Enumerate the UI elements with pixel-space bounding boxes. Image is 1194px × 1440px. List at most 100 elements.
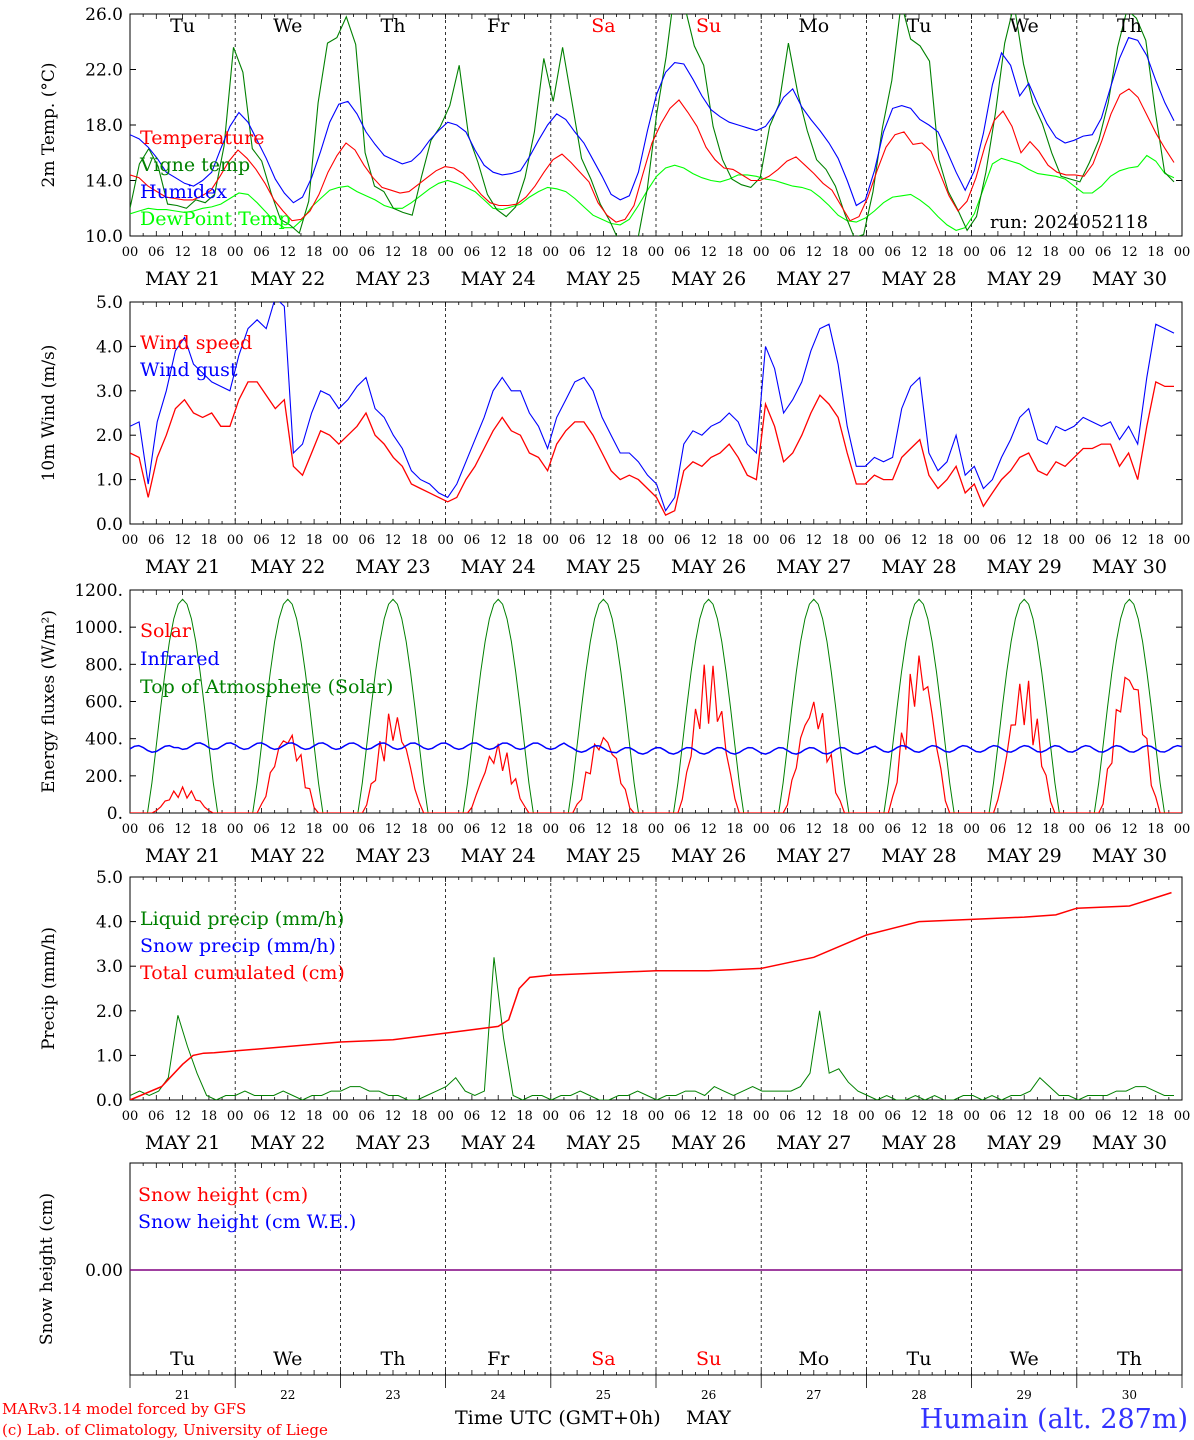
hour-tick-label: 00 bbox=[1174, 1109, 1191, 1124]
date-label: MAY 25 bbox=[566, 845, 641, 867]
hour-tick-label: 12 bbox=[1016, 822, 1033, 837]
series-liquid-precip-mm-h- bbox=[130, 957, 1174, 1100]
hour-tick-label: 06 bbox=[884, 533, 901, 548]
hour-tick-label: 00 bbox=[437, 822, 454, 837]
hour-tick-label: 18 bbox=[621, 822, 638, 837]
y-tick-label: 200. bbox=[85, 767, 123, 787]
date-label: MAY 22 bbox=[250, 268, 325, 290]
y-axis-label: 10m Wind (m/s) bbox=[39, 345, 59, 482]
hour-tick-label: 12 bbox=[385, 533, 402, 548]
station-name: Humain (alt. 287m) bbox=[920, 1404, 1188, 1435]
weekday-label: Mo bbox=[798, 1348, 829, 1370]
hour-tick-label: 18 bbox=[1042, 533, 1059, 548]
hour-tick-label: 18 bbox=[832, 533, 849, 548]
y-tick-label: 4.0 bbox=[96, 337, 123, 357]
day-number: 21 bbox=[175, 1388, 190, 1402]
hour-tick-label: 18 bbox=[1042, 1109, 1059, 1124]
hour-tick-label: 06 bbox=[884, 822, 901, 837]
weekday-label: Th bbox=[381, 1348, 406, 1370]
hour-tick-label: 06 bbox=[884, 245, 901, 260]
date-label: MAY 21 bbox=[145, 556, 220, 578]
hour-tick-label: 12 bbox=[806, 822, 823, 837]
weekday-label: Tu bbox=[907, 1348, 932, 1370]
date-label: MAY 26 bbox=[671, 845, 746, 867]
hour-tick-label: 12 bbox=[385, 822, 402, 837]
hour-tick-label: 12 bbox=[700, 533, 717, 548]
panel-1: 00 06 12 18 MAY 21 00 06 12 18 MAY 22 00 06 12 18 MAY … bbox=[39, 5, 1190, 290]
hour-tick-label: 18 bbox=[201, 1109, 218, 1124]
legend-entry: Wind speed bbox=[140, 332, 252, 354]
hour-tick-label: 18 bbox=[201, 822, 218, 837]
hour-tick-label: 00 bbox=[858, 1109, 875, 1124]
hour-tick-label: 18 bbox=[411, 245, 428, 260]
y-tick-label: 2.0 bbox=[96, 426, 123, 446]
hour-tick-label: 12 bbox=[490, 822, 507, 837]
weekday-label: Th bbox=[1117, 15, 1142, 37]
date-label: MAY 24 bbox=[461, 268, 536, 290]
date-label: MAY 27 bbox=[776, 1132, 851, 1154]
hour-tick-label: 00 bbox=[753, 533, 770, 548]
y-tick-label: 1000. bbox=[74, 618, 123, 638]
legend-entry: Snow height (cm) bbox=[138, 1184, 308, 1206]
date-label: MAY 22 bbox=[250, 845, 325, 867]
date-label: MAY 29 bbox=[987, 1132, 1062, 1154]
hour-tick-label: 18 bbox=[1147, 533, 1164, 548]
hour-tick-label: 12 bbox=[911, 1109, 928, 1124]
hour-tick-label: 06 bbox=[674, 533, 691, 548]
y-tick-label: 5.0 bbox=[96, 868, 123, 888]
hour-tick-label: 06 bbox=[148, 533, 165, 548]
hour-tick-label: 00 bbox=[227, 245, 244, 260]
hour-tick-label: 12 bbox=[280, 245, 297, 260]
weekday-label: We bbox=[1010, 1348, 1039, 1370]
hour-tick-label: 12 bbox=[806, 1109, 823, 1124]
date-label: MAY 24 bbox=[461, 845, 536, 867]
x-axis-month: MAY bbox=[686, 1407, 731, 1429]
hour-tick-label: 18 bbox=[937, 245, 954, 260]
hour-tick-label: 12 bbox=[174, 533, 191, 548]
hour-tick-label: 06 bbox=[674, 822, 691, 837]
date-label: MAY 23 bbox=[355, 1132, 430, 1154]
hour-tick-label: 18 bbox=[832, 1109, 849, 1124]
legend-entry: Total cumulated (cm) bbox=[140, 962, 345, 984]
series-wind-speed bbox=[130, 380, 1174, 516]
legend-entry: Wind gust bbox=[140, 359, 238, 381]
legend-entry: Solar bbox=[140, 620, 192, 642]
hour-tick-label: 12 bbox=[385, 1109, 402, 1124]
day-number: 24 bbox=[491, 1388, 507, 1402]
hour-tick-label: 00 bbox=[648, 1109, 665, 1124]
hour-tick-label: 18 bbox=[937, 533, 954, 548]
hour-tick-label: 06 bbox=[884, 1109, 901, 1124]
hour-tick-label: 00 bbox=[122, 1109, 139, 1124]
hour-tick-label: 00 bbox=[543, 1109, 560, 1124]
date-label: MAY 21 bbox=[145, 268, 220, 290]
hour-tick-label: 18 bbox=[516, 533, 533, 548]
y-tick-label: 3.0 bbox=[96, 382, 123, 402]
date-label: MAY 25 bbox=[566, 268, 641, 290]
hour-tick-label: 06 bbox=[1095, 1109, 1112, 1124]
hour-tick-label: 06 bbox=[464, 245, 481, 260]
series-infrared bbox=[130, 742, 1182, 755]
hour-tick-label: 18 bbox=[201, 245, 218, 260]
date-label: MAY 24 bbox=[461, 556, 536, 578]
hour-tick-label: 06 bbox=[779, 822, 796, 837]
y-axis-label: Snow height (cm) bbox=[37, 1193, 57, 1345]
y-tick-label: 1.0 bbox=[96, 1046, 123, 1066]
hour-tick-label: 06 bbox=[779, 245, 796, 260]
hour-tick-label: 18 bbox=[1147, 1109, 1164, 1124]
hour-tick-label: 12 bbox=[1121, 1109, 1138, 1124]
weekday-label: We bbox=[273, 15, 302, 37]
hour-tick-label: 06 bbox=[358, 533, 375, 548]
y-tick-label: 0.0 bbox=[96, 515, 123, 535]
hour-tick-label: 12 bbox=[490, 245, 507, 260]
hour-tick-label: 00 bbox=[227, 822, 244, 837]
series-solar bbox=[130, 655, 1182, 813]
date-label: MAY 27 bbox=[776, 845, 851, 867]
y-tick-label: 0. bbox=[107, 804, 123, 824]
hour-tick-label: 12 bbox=[1016, 245, 1033, 260]
hour-tick-label: 06 bbox=[1095, 822, 1112, 837]
day-number: 27 bbox=[806, 1388, 821, 1402]
hour-tick-label: 06 bbox=[779, 533, 796, 548]
legend-entry: DewPoint Temp bbox=[140, 208, 291, 230]
hour-tick-label: 06 bbox=[990, 1109, 1007, 1124]
